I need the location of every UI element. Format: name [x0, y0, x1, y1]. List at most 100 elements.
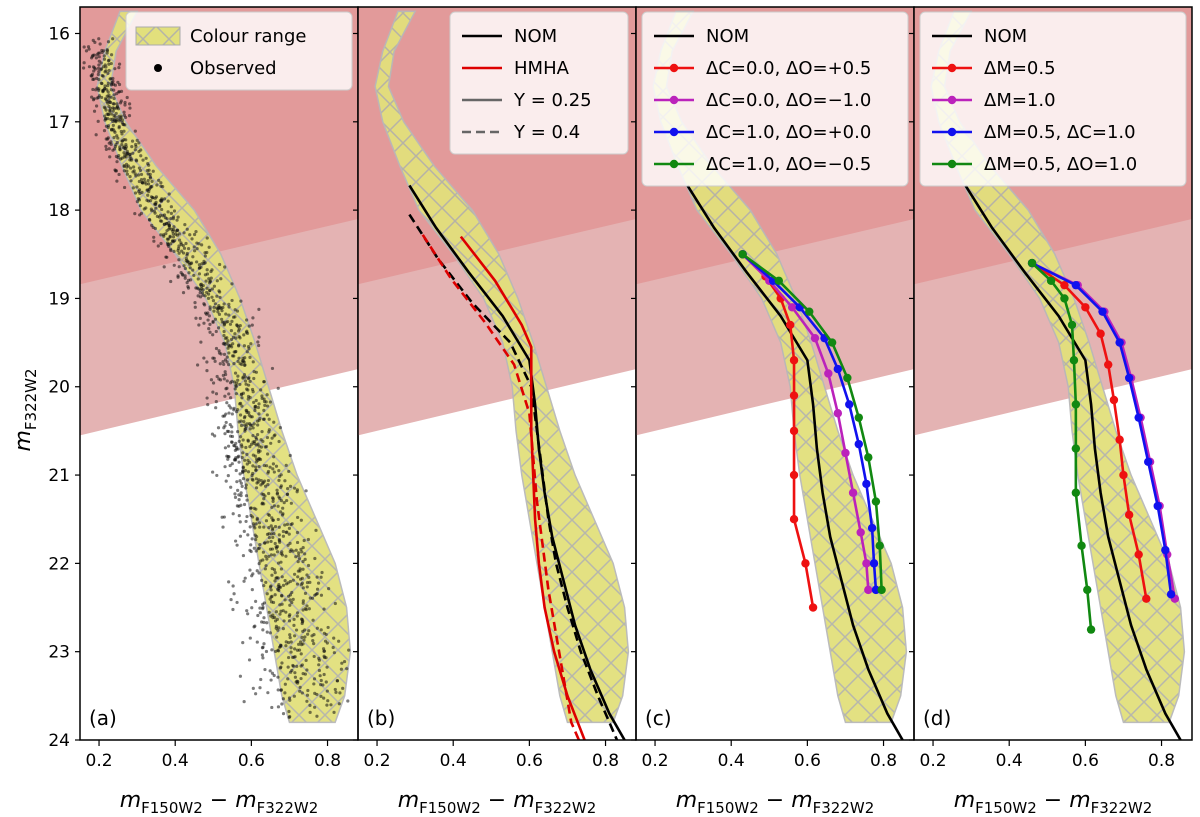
observed-point: [125, 165, 129, 169]
series-marker: [871, 497, 881, 506]
observed-point: [226, 474, 230, 478]
observed-point: [108, 108, 112, 112]
observed-point: [300, 581, 304, 585]
observed-point: [271, 518, 275, 522]
observed-point: [94, 56, 98, 60]
observed-point: [224, 420, 228, 425]
observed-point: [277, 538, 281, 542]
observed-point: [223, 394, 227, 398]
observed-point: [315, 626, 319, 630]
observed-point: [124, 142, 128, 147]
observed-point: [229, 440, 234, 444]
observed-point: [237, 514, 241, 518]
observed-point: [221, 414, 225, 418]
observed-point: [93, 40, 97, 44]
observed-point: [228, 422, 232, 427]
observed-point: [255, 640, 259, 644]
observed-point: [172, 225, 176, 229]
observed-point: [325, 703, 329, 707]
x-tick-label: 0.6: [516, 751, 543, 771]
observed-point: [317, 656, 321, 660]
observed-point: [222, 352, 227, 357]
observed-point: [287, 526, 291, 530]
observed-point: [131, 186, 135, 190]
observed-point: [230, 425, 234, 429]
observed-point: [245, 350, 249, 354]
series-marker: [1115, 338, 1124, 347]
x-axis-label: mF150W2 − mF322W2: [954, 788, 1153, 817]
observed-point: [146, 193, 150, 197]
observed-point: [158, 219, 163, 223]
observed-point: [245, 498, 249, 502]
observed-point: [241, 438, 245, 442]
observed-point: [250, 415, 254, 419]
observed-point: [257, 444, 261, 448]
observed-point: [165, 221, 169, 226]
series-marker: [845, 400, 854, 409]
observed-point: [217, 349, 221, 353]
series-marker: [774, 276, 784, 285]
observed-point: [167, 192, 171, 196]
observed-point: [231, 584, 235, 588]
observed-point: [253, 533, 257, 537]
observed-point: [274, 464, 279, 468]
observed-point: [268, 400, 272, 404]
observed-point: [238, 479, 242, 483]
observed-point: [97, 63, 101, 67]
observed-point: [223, 370, 227, 374]
observed-point: [250, 387, 255, 392]
observed-point: [269, 553, 273, 557]
observed-point: [272, 470, 276, 474]
observed-point: [313, 556, 317, 561]
observed-point: [258, 417, 262, 421]
observed-point: [295, 582, 300, 586]
observed-point: [105, 112, 109, 116]
x-tick-label: 0.6: [238, 751, 265, 771]
observed-point: [342, 659, 347, 664]
observed-point: [174, 232, 178, 236]
observed-point: [253, 405, 257, 409]
observed-point: [315, 714, 319, 718]
observed-point: [197, 272, 202, 276]
observed-point: [98, 42, 102, 46]
observed-point: [99, 61, 103, 65]
observed-point: [258, 525, 262, 529]
observed-point: [131, 151, 135, 155]
observed-point: [305, 668, 309, 672]
observed-point: [311, 618, 315, 622]
observed-point: [221, 342, 225, 346]
observed-point: [115, 134, 119, 138]
observed-point: [329, 703, 333, 707]
observed-point: [298, 640, 303, 644]
observed-point: [251, 471, 255, 476]
observed-point: [179, 242, 183, 247]
observed-point: [182, 231, 186, 235]
observed-point: [94, 104, 99, 108]
observed-point: [119, 129, 123, 134]
series-line: [459, 235, 586, 740]
observed-point: [301, 601, 305, 605]
observed-point: [333, 601, 337, 606]
observed-point: [139, 148, 143, 152]
observed-point: [339, 667, 344, 671]
observed-point: [103, 70, 107, 74]
x-axis-label: mF150W2 − mF322W2: [676, 788, 875, 817]
observed-point: [242, 502, 247, 507]
observed-point: [263, 484, 268, 488]
observed-point: [211, 333, 215, 337]
observed-point: [171, 228, 176, 232]
plot-area: [80, 7, 358, 724]
observed-point: [113, 67, 117, 71]
observed-point: [100, 48, 104, 53]
observed-point: [269, 441, 273, 445]
series-marker: [1060, 280, 1069, 290]
observed-point: [109, 61, 113, 66]
observed-point: [264, 580, 268, 584]
observed-point: [319, 593, 324, 597]
observed-point: [159, 233, 163, 237]
observed-point: [158, 213, 163, 217]
observed-point: [301, 599, 305, 603]
series-marker: [862, 559, 871, 568]
observed-point: [230, 434, 235, 439]
observed-point: [215, 279, 219, 283]
